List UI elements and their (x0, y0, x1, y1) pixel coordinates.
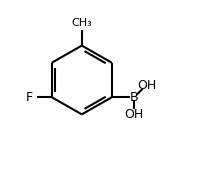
Text: CH₃: CH₃ (71, 18, 92, 28)
Text: F: F (26, 91, 33, 104)
Text: B: B (130, 91, 139, 104)
Text: OH: OH (125, 108, 144, 121)
Text: OH: OH (137, 78, 156, 92)
